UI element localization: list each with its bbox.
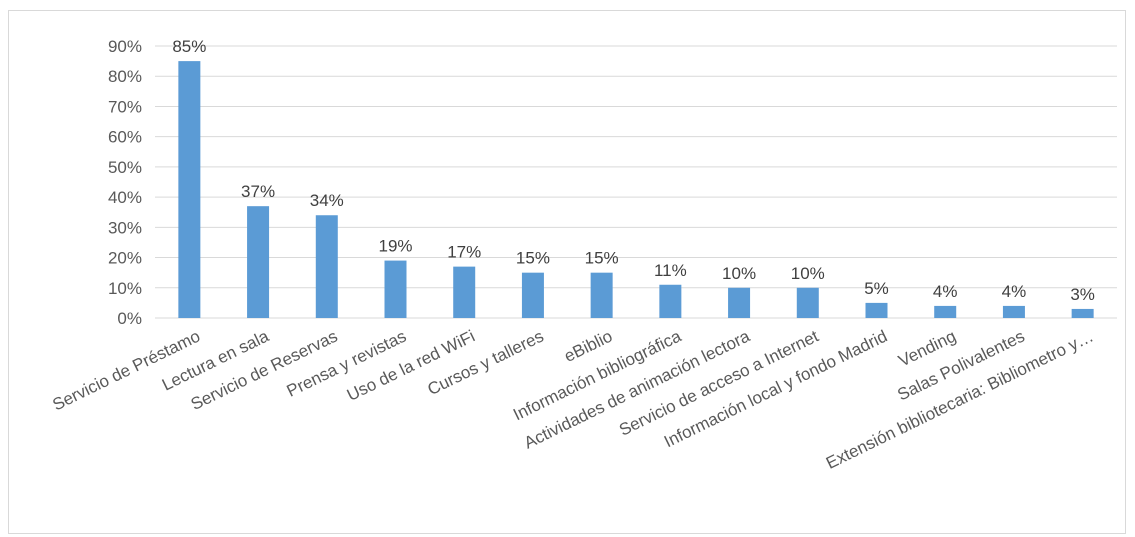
data-label: 5% (864, 279, 889, 298)
data-label: 4% (933, 282, 958, 301)
bar (316, 215, 338, 318)
y-axis-tick-labels: 0% 10% 20% 30% 40% 50% 60% 70% 80% 90% (108, 37, 142, 328)
y-tick-label: 0% (117, 309, 142, 328)
data-label: 85% (172, 37, 206, 56)
data-label: 34% (310, 191, 344, 210)
data-label: 3% (1070, 285, 1095, 304)
bar-chart: 0% 10% 20% 30% 40% 50% 60% 70% 80% 90% 85% 37% 34% 1… (9, 11, 1127, 535)
bar (866, 303, 888, 318)
data-label: 10% (791, 264, 825, 283)
data-label: 15% (516, 249, 550, 268)
y-tick-label: 30% (108, 218, 142, 237)
data-label: 15% (585, 249, 619, 268)
y-tick-label: 90% (108, 37, 142, 56)
data-label: 37% (241, 182, 275, 201)
bar (591, 273, 613, 318)
bar (247, 206, 269, 318)
y-tick-label: 70% (108, 97, 142, 116)
y-tick-label: 10% (108, 279, 142, 298)
data-label: 4% (1002, 282, 1027, 301)
category-label: Cursos y talleres (425, 327, 547, 400)
bar (659, 285, 681, 318)
data-label: 17% (447, 243, 481, 262)
y-tick-label: 40% (108, 188, 142, 207)
gridlines (155, 46, 1117, 318)
y-tick-label: 80% (108, 67, 142, 86)
data-label: 11% (654, 261, 687, 280)
chart-frame: 0% 10% 20% 30% 40% 50% 60% 70% 80% 90% 85% 37% 34% 1… (8, 10, 1126, 534)
bar (728, 288, 750, 318)
bar (522, 273, 544, 318)
bar (934, 306, 956, 318)
bars (178, 61, 1093, 318)
bar (385, 261, 407, 318)
bar (453, 267, 475, 318)
y-tick-label: 50% (108, 158, 142, 177)
bar (1072, 309, 1094, 318)
y-tick-label: 60% (108, 128, 142, 147)
y-tick-label: 20% (108, 249, 142, 268)
bar (1003, 306, 1025, 318)
data-labels: 85% 37% 34% 19% 17% 15% 15% 11% 10% 10% 5% 4% 4% 3% (172, 37, 1095, 304)
bar (178, 61, 200, 318)
bar (797, 288, 819, 318)
data-label: 19% (378, 237, 412, 256)
data-label: 10% (722, 264, 756, 283)
